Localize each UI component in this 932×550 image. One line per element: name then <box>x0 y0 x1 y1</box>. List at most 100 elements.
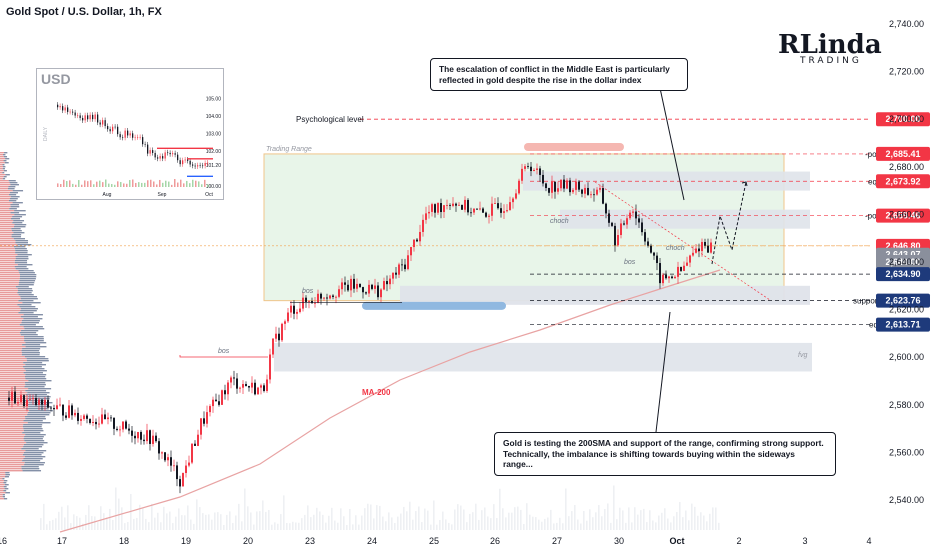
profile-bar <box>0 310 21 312</box>
profile-bar <box>0 408 27 410</box>
candle-body <box>326 297 328 299</box>
inset-candle <box>162 156 164 159</box>
price-tag-label: 2,673.92 <box>885 176 920 186</box>
inset-candle <box>184 159 186 161</box>
volume-bar <box>289 523 291 530</box>
candle-body <box>635 211 637 219</box>
volume-bar <box>268 510 270 530</box>
candle-body <box>665 274 667 279</box>
inset-x-label: Oct <box>205 192 213 198</box>
candle-body <box>689 255 691 263</box>
pointer-top <box>659 87 685 201</box>
volume-bar <box>145 518 147 530</box>
profile-bar <box>3 160 7 162</box>
profile-bar <box>19 324 36 326</box>
chart-annotations: bos bos choch choch bos <box>179 87 771 433</box>
volume-bar <box>547 517 549 530</box>
price-tag <box>876 293 930 308</box>
candle-body <box>701 241 703 252</box>
candle-body <box>71 405 73 416</box>
volume-bar <box>652 520 654 530</box>
candles <box>8 161 712 494</box>
y-tick-label: 2,720.00 <box>889 67 924 77</box>
inset-candle <box>89 114 91 120</box>
candle-body <box>296 311 298 314</box>
profile-bar <box>0 430 24 432</box>
candle-body <box>410 247 412 256</box>
x-tick-label: 24 <box>367 536 377 546</box>
volume-bar <box>250 512 252 530</box>
candle-body <box>242 384 244 388</box>
trendline <box>594 181 771 301</box>
volume-bar <box>151 503 153 530</box>
x-tick-label: 19 <box>181 536 191 546</box>
profile-bar <box>0 270 19 272</box>
inset-y-label: 102.00 <box>206 149 222 155</box>
trading-range-label: Trading Range <box>266 146 312 153</box>
logo-sub: TRADING <box>800 56 862 66</box>
inset-volume <box>192 179 194 187</box>
profile-bar <box>11 236 22 238</box>
volume-bar <box>478 519 480 530</box>
candle-body <box>659 263 661 284</box>
x-tick-label: 18 <box>119 536 129 546</box>
candle-body <box>38 399 40 405</box>
inset-candle <box>154 152 156 158</box>
profile-bar <box>0 174 6 176</box>
candle-body <box>569 180 571 193</box>
candle-body <box>266 379 268 391</box>
profile-bar <box>0 202 13 204</box>
profile-bar <box>0 362 24 364</box>
profile-bar <box>20 310 37 312</box>
profile-bar <box>21 448 39 450</box>
volume-bar <box>604 509 606 530</box>
volume-bar <box>436 524 438 530</box>
candle-body <box>428 211 430 214</box>
profile-bar <box>0 218 12 220</box>
symbol-title[interactable]: Gold Spot / U.S. Dollar, 1h, FX <box>6 6 162 18</box>
candle-body <box>365 292 367 294</box>
profile-bar <box>0 298 21 300</box>
inset-candle <box>129 133 131 136</box>
candle-body <box>710 242 712 253</box>
volume-bar <box>535 517 537 530</box>
volume-bar <box>262 500 264 530</box>
volume-bar <box>412 519 414 530</box>
profile-bar <box>0 440 25 442</box>
volume-bar <box>97 522 99 530</box>
volume-bar <box>556 522 558 530</box>
profile-bar <box>12 222 23 224</box>
profile-bar <box>0 308 21 310</box>
volume-bar <box>640 510 642 530</box>
inset-volume <box>66 181 68 187</box>
profile-bar <box>2 478 5 480</box>
candle-body <box>125 421 127 429</box>
inset-svg: 105.00 104.00 103.00 102.00 101.20 100.00 DAIL… <box>43 97 222 198</box>
profile-bar <box>0 226 15 228</box>
candle-body <box>683 265 685 271</box>
profile-bar <box>0 346 26 348</box>
candle-body <box>461 204 463 210</box>
profile-bar <box>0 350 22 352</box>
volume-bar <box>187 505 189 530</box>
candle-body <box>203 418 205 424</box>
candle-body <box>413 239 415 248</box>
volume-bar <box>466 522 468 530</box>
inset-volume <box>156 184 158 187</box>
volume-bar <box>406 511 408 530</box>
profile-bar <box>14 266 27 268</box>
profile-bar <box>0 342 26 344</box>
volume-bar <box>718 522 720 530</box>
profile-bar <box>0 486 4 488</box>
profile-bar <box>0 224 15 226</box>
profile-bar <box>0 330 22 332</box>
y-tick-label: 2,660.00 <box>889 209 924 219</box>
profile-bar <box>0 360 27 362</box>
candle-body <box>299 308 301 312</box>
profile-bar <box>0 332 20 334</box>
price-tag <box>876 146 930 161</box>
price-tag-label: 2,623.76 <box>885 296 920 306</box>
inset-candle <box>67 107 69 112</box>
inset-y-label: 101.20 <box>206 163 222 169</box>
